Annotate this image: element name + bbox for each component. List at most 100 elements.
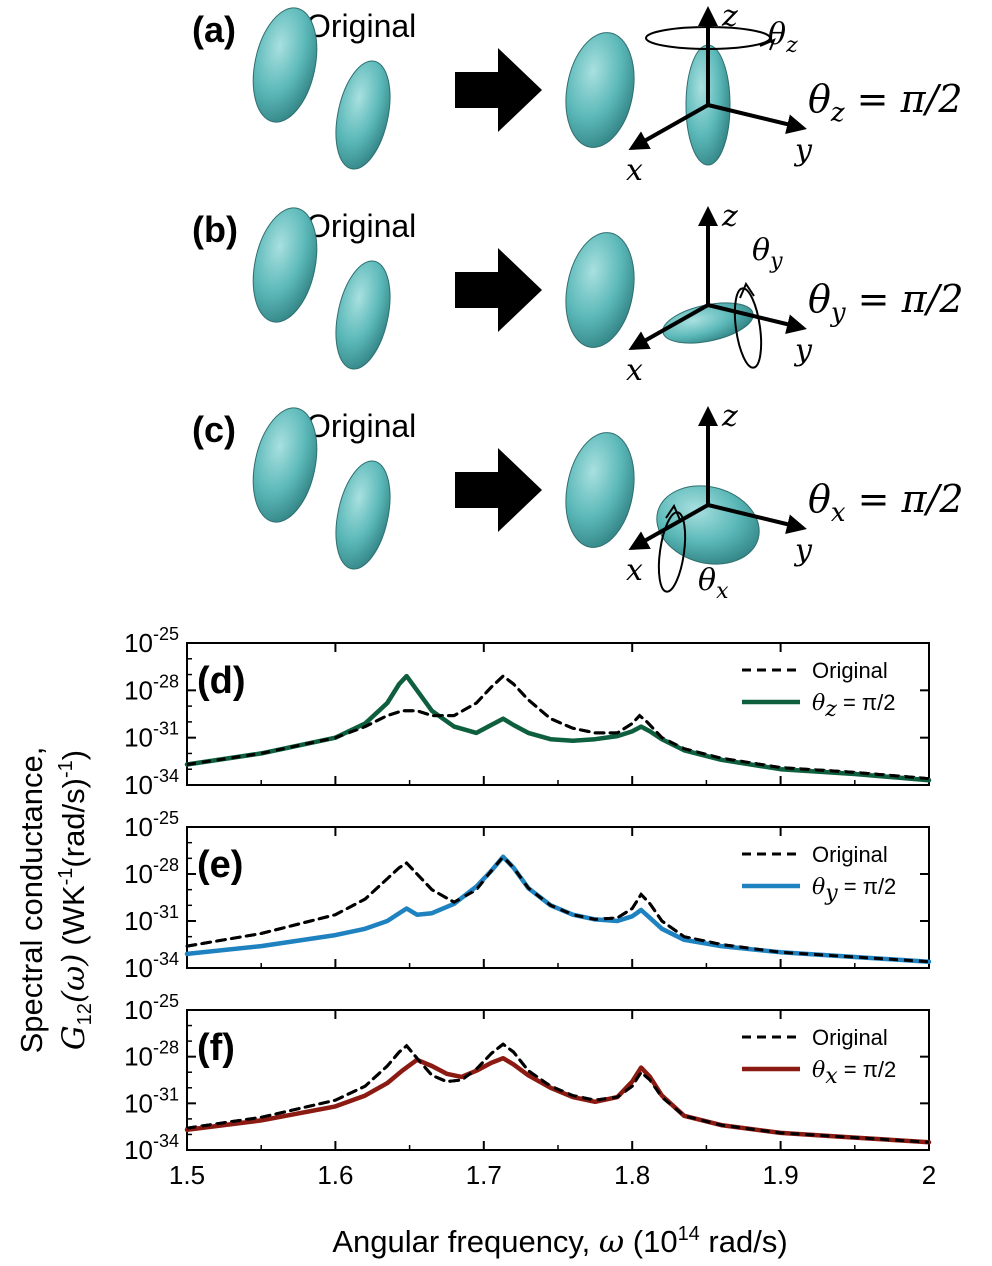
y-label-close: ) — [56, 750, 91, 760]
x-tick-label: 1.8 — [614, 1160, 650, 1190]
plot-frame — [186, 1009, 930, 1151]
original-label: Original — [306, 8, 416, 44]
x-axis-label: Angular frequency, ω (1014 rad/s) — [332, 1223, 787, 1260]
original-label: Original — [306, 208, 416, 244]
y-tick-exponent: -31 — [153, 902, 179, 922]
ellipsoid-original-1 — [252, 7, 318, 123]
y-label-sup2: -1 — [55, 760, 77, 778]
rotation-arrowhead-icon — [739, 281, 755, 299]
y-tick-label: 10-28 — [124, 671, 179, 705]
x-axis-arrow — [628, 303, 709, 350]
y-tick-base: 10 — [124, 812, 153, 842]
transform-arrow-icon — [455, 48, 542, 132]
transform-arrow-icon — [455, 248, 542, 332]
y-tick-label: 10-34 — [124, 766, 179, 800]
y-label-units: (WK — [56, 885, 91, 946]
x-tick-label: 1.5 — [169, 1160, 205, 1190]
x-label-units-b: rad/s) — [700, 1224, 788, 1259]
legend-label-original: Original — [812, 658, 888, 683]
equation-theta: θ — [808, 277, 831, 321]
rotation-arrowhead-icon — [759, 38, 776, 51]
y-tick-label: 10-25 — [124, 624, 179, 658]
ellipsoid-fixed — [565, 32, 635, 148]
x-tick-label: 1.7 — [466, 1160, 502, 1190]
y-tick-label: 10-31 — [124, 902, 179, 936]
equation-subscript: y — [830, 298, 846, 328]
legend-theta: θ — [812, 1058, 825, 1083]
y-tick-base: 10 — [124, 953, 153, 983]
y-tick-exponent: -28 — [153, 1038, 179, 1058]
x-axis-arrow — [628, 103, 709, 150]
legend: Original θz = π/2 — [742, 658, 895, 722]
legend-subscript: z — [824, 697, 837, 722]
y-axis-arrow — [707, 303, 807, 334]
y-tick-label: 10-28 — [124, 1038, 179, 1072]
theta-symbol: θ — [752, 233, 770, 268]
x-label: x — [626, 153, 643, 188]
legend-eq: = π/2 — [838, 874, 897, 899]
y-axis-label-line2: G12(ω)(WK-1(rad/s)-1) — [55, 750, 96, 1050]
rotation-circle-icon — [733, 287, 763, 369]
y-label: y — [793, 333, 813, 368]
x-tick-label: 2 — [922, 1160, 936, 1190]
equation-subscript: x — [831, 498, 846, 528]
y-label-G: G — [56, 1025, 92, 1050]
x-label-omega: ω — [599, 1224, 624, 1260]
legend-label-original: Original — [812, 1025, 888, 1050]
y-tick-label: 10-28 — [124, 855, 179, 889]
chart-panel-letter: (f) — [197, 1027, 235, 1069]
ellipsoid-fixed — [565, 432, 635, 548]
y-label-omega: (ω) — [56, 954, 92, 1003]
transform-arrow-icon — [455, 448, 542, 532]
theta-subscript: z — [785, 33, 798, 58]
plot-frame — [186, 642, 930, 786]
y-tick-base: 10 — [124, 859, 153, 889]
panel-letter: (a) — [192, 9, 236, 50]
rotation-arrowhead-icon — [665, 503, 681, 521]
y-tick-base: 10 — [124, 1088, 153, 1118]
x-tick-label: 1.9 — [763, 1160, 799, 1190]
y-label: y — [793, 133, 813, 168]
x-label-units-a: (10 — [624, 1224, 677, 1259]
legend-label-rotated: θx = π/2 — [812, 1057, 896, 1089]
equation-rhs: = π/2 — [846, 277, 964, 321]
plot-frame — [186, 826, 930, 969]
legend-theta: θ — [812, 691, 825, 716]
rotation-theta-label: θx — [698, 563, 729, 604]
legend: Original θy = π/2 — [742, 842, 896, 906]
ellipsoid-original-2 — [335, 60, 391, 170]
chart-panel-letter: (d) — [197, 660, 246, 702]
legend-theta: θ — [812, 875, 825, 900]
y-tick-label: 10-34 — [124, 949, 179, 983]
y-tick-base: 10 — [124, 675, 153, 705]
series-line-original-overlay — [186, 1042, 930, 1144]
z-label: z — [721, 0, 738, 34]
y-axis-arrow — [707, 103, 807, 134]
theta-subscript: x — [716, 579, 729, 604]
ellipsoid-original-2 — [335, 460, 391, 570]
y-tick-exponent: -25 — [153, 808, 179, 828]
series-line-original-overlay — [186, 854, 930, 964]
x-label-sup: 14 — [678, 1223, 700, 1245]
y-tick-exponent: -28 — [153, 671, 179, 691]
equation-rhs: = π/2 — [845, 77, 963, 121]
y-tick-base: 10 — [124, 995, 153, 1025]
rotation-equation: θz = π/2 — [808, 77, 963, 128]
ellipsoid-rotated — [656, 485, 760, 565]
y-label-sup1: -1 — [55, 868, 77, 886]
y-tick-exponent: -34 — [153, 949, 179, 969]
x-tick-label: 1.6 — [317, 1160, 353, 1190]
x-axis-arrow — [628, 503, 709, 550]
legend-label-rotated: θz = π/2 — [812, 690, 895, 722]
legend-subscript: y — [824, 881, 838, 906]
y-tick-label: 10-31 — [124, 719, 179, 753]
y-tick-label: 10-25 — [124, 991, 179, 1025]
y-tick-base: 10 — [124, 628, 153, 658]
equation-subscript: z — [830, 98, 845, 128]
